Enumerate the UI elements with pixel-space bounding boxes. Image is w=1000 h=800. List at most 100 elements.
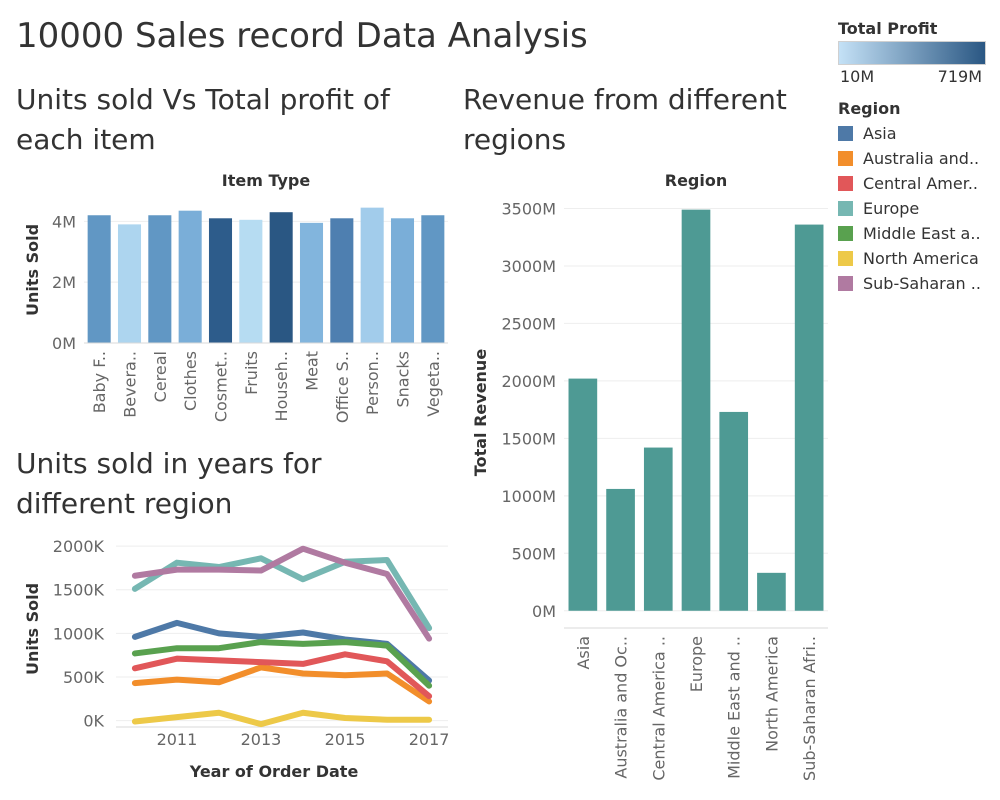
x-tick-label: Clothes: [181, 351, 200, 411]
legend-swatch: [838, 201, 853, 216]
bar-4: [178, 210, 202, 343]
x-tick-label: 2011: [157, 730, 198, 749]
dashboard-title: 10000 Sales record Data Analysis: [16, 16, 588, 56]
x-tick-label: Baby F..: [90, 351, 109, 413]
legend-swatch: [838, 226, 853, 241]
x-tick-label: 2013: [241, 730, 282, 749]
sheet-title-revenue-by-region: Revenue from different regions: [463, 83, 787, 156]
y-tick-label: 0M: [52, 334, 76, 353]
revenue-by-region-bar-chart[interactable]: Region Total Revenue 0M 500M 1000M 1500M 2000M…: [460, 165, 830, 795]
y-tick-label: 2M: [52, 273, 76, 292]
x-tick-label: Person..: [363, 351, 382, 415]
x-tick-label: North America: [762, 636, 781, 752]
bar-8: [299, 222, 324, 343]
y-axis-label: Units Sold: [23, 583, 42, 675]
y-tick-label: 1500M: [501, 429, 556, 448]
bar-3: [643, 447, 673, 611]
legend-label: Europe: [863, 199, 920, 218]
legend-item-asia[interactable]: Asia: [838, 121, 981, 146]
bar-1: [568, 378, 598, 611]
profit-legend-max: 719M: [937, 67, 982, 86]
x-tick-label: Vegeta..: [424, 351, 443, 417]
bar-5: [719, 411, 749, 611]
line-series-5: [131, 639, 433, 689]
bar-12: [421, 215, 445, 343]
units-by-year-line-chart[interactable]: Units Sold 0K 500K 1000K 1500K 2000K 2011 2013 2…: [0, 525, 460, 790]
legend-item-central-america[interactable]: Central Amer..: [838, 171, 981, 196]
line-series-2: [131, 664, 433, 705]
legend-swatch: [838, 126, 853, 141]
bar-7: [794, 224, 824, 611]
y-tick-label: 2000M: [501, 372, 556, 391]
line-series-4: [131, 555, 433, 632]
legend-label: North America: [863, 249, 979, 268]
x-tick-label: Cosmet..: [212, 351, 231, 422]
x-tick-label: Central America ..: [649, 636, 668, 781]
chart-header: Item Type: [222, 171, 311, 190]
y-tick-label: 1500K: [53, 581, 105, 600]
x-tick-label: Snacks: [394, 351, 413, 408]
legend-swatch: [838, 251, 853, 266]
bar-6: [239, 219, 263, 343]
bar-4: [681, 209, 711, 611]
x-axis-label: Year of Order Date: [189, 762, 359, 781]
y-tick-label: 1000K: [53, 624, 105, 643]
legend-label: Australia and..: [863, 149, 980, 168]
profit-legend-min: 10M: [840, 67, 875, 86]
legend-swatch: [838, 276, 853, 291]
y-tick-label: 3000M: [501, 257, 556, 276]
bar-9: [330, 218, 354, 343]
line-series-6: [131, 709, 433, 728]
legend-item-north-america[interactable]: North America: [838, 246, 981, 271]
x-tick-label: Sub-Saharan Afri..: [800, 636, 819, 781]
line-series-7: [131, 545, 433, 642]
y-axis-label: Units Sold: [23, 224, 42, 316]
x-tick-label: 2017: [409, 730, 450, 749]
legend-label: Sub-Saharan ..: [863, 274, 981, 293]
y-axis-label: Total Revenue: [471, 349, 490, 477]
x-tick-label: Australia and Oc..: [612, 636, 631, 779]
legend-item-australia[interactable]: Australia and..: [838, 146, 981, 171]
region-legend: Region Asia Australia and.. Central Amer…: [838, 99, 981, 296]
legend-label: Asia: [863, 124, 897, 143]
sheet-title-units-by-year: Units sold in years for different region: [16, 447, 322, 520]
bar-5: [208, 218, 233, 343]
x-tick-label: Meat: [303, 351, 322, 391]
bar-1: [87, 215, 111, 343]
y-tick-label: 2500M: [501, 314, 556, 333]
region-legend-title: Region: [838, 99, 901, 118]
legend-label: Middle East a..: [863, 224, 981, 243]
x-tick-label: Office S..: [333, 351, 352, 423]
legend-swatch: [838, 176, 853, 191]
bar-3: [148, 215, 172, 343]
profit-legend-title: Total Profit: [838, 19, 938, 38]
legend-item-europe[interactable]: Europe: [838, 196, 981, 221]
y-tick-label: 500M: [512, 544, 556, 563]
legend-swatch: [838, 151, 853, 166]
x-tick-label: Asia: [574, 636, 593, 670]
x-tick-label: Cereal: [151, 351, 170, 402]
legend-item-middle-east[interactable]: Middle East a..: [838, 221, 981, 246]
profit-legend: Total Profit 10M 719M: [838, 19, 986, 86]
x-tick-label: Middle East and ..: [725, 636, 744, 779]
y-tick-label: 2000K: [53, 537, 105, 556]
bar-10: [360, 207, 384, 343]
profit-gradient-bar: [838, 41, 986, 65]
x-tick-label: Househ..: [272, 351, 291, 421]
line-series-3: [131, 651, 433, 700]
legend-label: Central Amer..: [863, 174, 978, 193]
x-tick-label: Fruits: [242, 351, 261, 395]
bar-2: [117, 224, 142, 343]
y-tick-label: 0K: [83, 712, 104, 731]
item-type-bar-chart[interactable]: Item Type Units Sold 0M 2M 4M Baby F.. Bevera.…: [0, 165, 460, 430]
sheet-title-units-vs-profit: Units sold Vs Total profit of each item: [16, 83, 390, 156]
x-tick-label: 2015: [325, 730, 366, 749]
bar-6: [757, 572, 786, 611]
y-tick-label: 500K: [63, 668, 105, 687]
bar-11: [390, 218, 415, 343]
legend-item-sub-saharan[interactable]: Sub-Saharan ..: [838, 271, 981, 296]
bar-2: [606, 488, 635, 611]
x-tick-label: Bevera..: [121, 351, 140, 418]
bar-7: [269, 212, 293, 343]
chart-header: Region: [665, 171, 728, 190]
